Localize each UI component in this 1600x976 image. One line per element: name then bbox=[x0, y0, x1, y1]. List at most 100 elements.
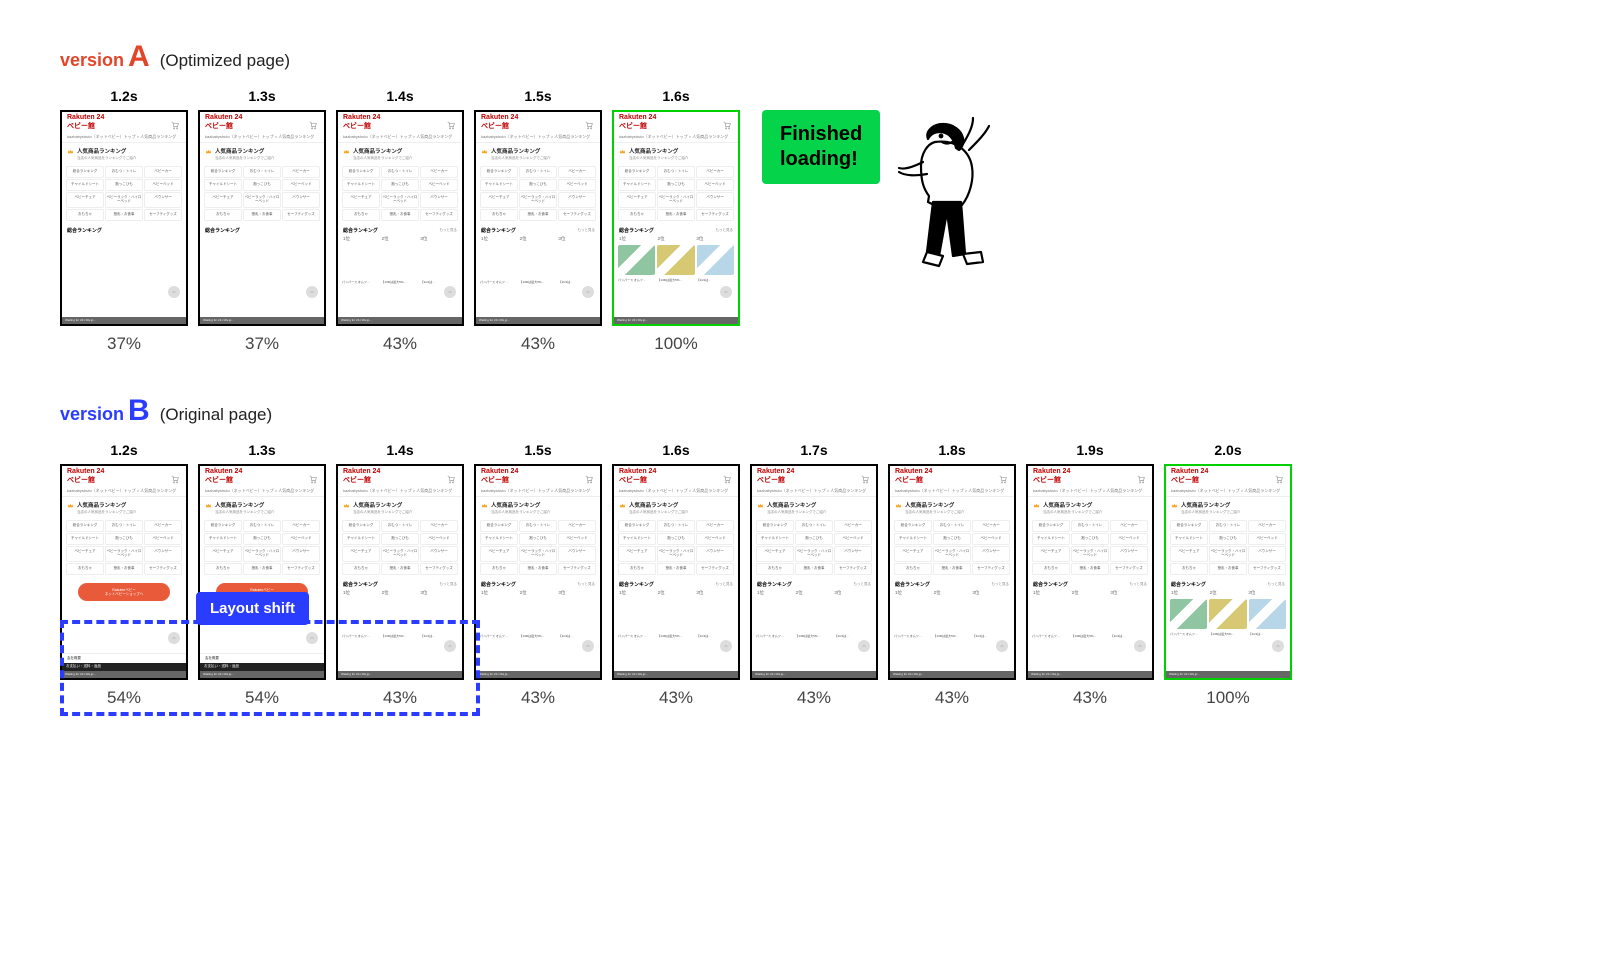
scroll-top-icon bbox=[582, 640, 594, 652]
category-tab: ベビーカー bbox=[282, 166, 320, 178]
scroll-top-icon bbox=[720, 640, 732, 652]
crown-icon bbox=[343, 148, 350, 155]
category-tab: 抱っこひも bbox=[243, 533, 281, 545]
product-captions: パンパース オムツ…【1/30は最大5%…【11/1は… bbox=[1028, 634, 1152, 640]
category-tab: おもちゃ bbox=[66, 209, 104, 221]
filmstrip-frame: 1.6s Rakuten 24 ベビー館 kazbabyshuto（ネットベビー… bbox=[612, 442, 740, 708]
category-tab: バウンサー bbox=[144, 192, 182, 208]
frame-timestamp: 1.7s bbox=[800, 442, 827, 458]
category-tabs: 総合ランキングおむつ・トイレベビーカーチャイルドシート抱っこひもベビーベッドベビ… bbox=[338, 518, 462, 576]
crown-icon bbox=[343, 502, 350, 509]
scroll-top-icon bbox=[720, 286, 732, 298]
category-tab: ベビーカー bbox=[558, 520, 596, 532]
category-tab: おむつ・トイレ bbox=[1071, 520, 1109, 532]
category-tabs: 総合ランキングおむつ・トイレベビーカーチャイルドシート抱っこひもベビーベッドベビ… bbox=[62, 518, 186, 576]
frame-percentage: 100% bbox=[1206, 688, 1249, 708]
ranking-section-title: 総合ランキングもっと見る bbox=[1166, 577, 1290, 590]
ranking-section-title: 総合ランキングもっと見る bbox=[476, 577, 600, 590]
ranking-header: 人気商品ランキング 当店の人気商品をランキングでご紹介 bbox=[614, 143, 738, 164]
category-tab: おもちゃ bbox=[1170, 563, 1208, 575]
crown-icon bbox=[1171, 502, 1178, 509]
category-tabs: 総合ランキングおむつ・トイレベビーカーチャイルドシート抱っこひもベビーベッドベビ… bbox=[1166, 518, 1290, 576]
rank-numbers: 1位2位3位 bbox=[338, 236, 462, 242]
category-tab: チャイルドシート bbox=[66, 179, 104, 191]
loading-bar: Waiting for 24.r10s.jp… bbox=[338, 317, 462, 324]
category-tab: ベビーカー bbox=[696, 166, 734, 178]
category-tab: セーフティグッズ bbox=[972, 563, 1010, 575]
category-tab: バウンサー bbox=[1248, 546, 1286, 562]
rakuten-sublogo: ベビー館 bbox=[205, 475, 319, 485]
category-tab: ベビーチェア bbox=[618, 192, 656, 208]
rank-numbers: 1位2位3位 bbox=[752, 590, 876, 596]
rakuten-sublogo: ベビー館 bbox=[895, 475, 1009, 485]
product-captions: パンパース オムツ…【1/30は最大5%…【11/1は… bbox=[752, 634, 876, 640]
rakuten-sublogo: ベビー館 bbox=[619, 475, 733, 485]
category-tabs: 総合ランキングおむつ・トイレベビーカーチャイルドシート抱っこひもベビーベッドベビ… bbox=[200, 164, 324, 222]
crown-icon bbox=[481, 502, 488, 509]
ranking-header: 人気商品ランキング 当店の人気商品をランキングでご紹介 bbox=[338, 497, 462, 518]
frame-timestamp: 1.4s bbox=[386, 442, 413, 458]
scroll-top-icon bbox=[858, 640, 870, 652]
category-tab: 授乳・お食事 bbox=[105, 209, 143, 221]
frame-percentage: 43% bbox=[383, 334, 417, 354]
category-tab: セーフティグッズ bbox=[1110, 563, 1148, 575]
category-tab: 総合ランキング bbox=[618, 166, 656, 178]
cart-icon bbox=[722, 471, 732, 481]
frame-timestamp: 1.4s bbox=[386, 88, 413, 104]
ranking-section-title: 総合ランキングもっと見る bbox=[614, 577, 738, 590]
category-tab: おもちゃ bbox=[342, 563, 380, 575]
category-tab: ベビーチェア bbox=[618, 546, 656, 562]
loading-bar: Waiting for 24.r10s.jp… bbox=[476, 671, 600, 678]
ranking-section-title: 総合ランキング bbox=[200, 223, 324, 236]
frame-timestamp: 1.6s bbox=[662, 88, 689, 104]
category-tab: 抱っこひも bbox=[657, 533, 695, 545]
scroll-top-icon bbox=[582, 286, 594, 298]
scroll-top-icon bbox=[168, 632, 180, 644]
cart-icon bbox=[584, 471, 594, 481]
category-tab: 総合ランキング bbox=[1170, 520, 1208, 532]
version-b-subtitle: (Original page) bbox=[160, 405, 272, 425]
scroll-top-icon bbox=[444, 286, 456, 298]
category-tab: ベビーラック・ハイローベッド bbox=[519, 192, 557, 208]
category-tab: ベビーラック・ハイローベッド bbox=[795, 546, 833, 562]
breadcrumb: kazbabyshuto（ネットベビー）トップ > 人気商品ランキング bbox=[890, 486, 1014, 497]
shop-link-pill: Rakutenベビーネットベビーショップへ bbox=[78, 583, 170, 601]
category-tab: チャイルドシート bbox=[480, 533, 518, 545]
category-tab: ベビーラック・ハイローベッド bbox=[1071, 546, 1109, 562]
cart-icon bbox=[584, 117, 594, 127]
product-thumb bbox=[697, 245, 734, 275]
ranking-section-title: 総合ランキングもっと見る bbox=[614, 223, 738, 236]
category-tab: セーフティグッズ bbox=[696, 209, 734, 221]
rakuten-sublogo: ベビー館 bbox=[481, 475, 595, 485]
breadcrumb: kazbabyshuto（ネットベビー）トップ > 人気商品ランキング bbox=[62, 132, 186, 143]
category-tab: おむつ・トイレ bbox=[657, 520, 695, 532]
frame-percentage: 54% bbox=[107, 688, 141, 708]
rakuten-sublogo: ベビー館 bbox=[757, 475, 871, 485]
category-tab: おもちゃ bbox=[618, 209, 656, 221]
ranking-header: 人気商品ランキング 当店の人気商品をランキングでご紹介 bbox=[752, 497, 876, 518]
category-tab: 総合ランキング bbox=[342, 520, 380, 532]
category-tab: バウンサー bbox=[696, 192, 734, 208]
category-tab: ベビーカー bbox=[696, 520, 734, 532]
category-tab: 授乳・お食事 bbox=[519, 209, 557, 221]
loading-bar: Waiting for 24.r10s.jp… bbox=[62, 671, 186, 678]
category-tab: ベビーカー bbox=[972, 520, 1010, 532]
breadcrumb: kazbabyshuto（ネットベビー）トップ > 人気商品ランキング bbox=[614, 486, 738, 497]
category-tab: 抱っこひも bbox=[795, 533, 833, 545]
category-tab: セーフティグッズ bbox=[144, 209, 182, 221]
breadcrumb: kazbabyshuto（ネットベビー）トップ > 人気商品ランキング bbox=[1028, 486, 1152, 497]
footer-company: 会社概要 bbox=[200, 653, 324, 663]
category-tab: ベビーチェア bbox=[1032, 546, 1070, 562]
frame-timestamp: 1.5s bbox=[524, 442, 551, 458]
loading-bar: Waiting for 24.r10s.jp… bbox=[614, 317, 738, 324]
cart-icon bbox=[308, 117, 318, 127]
category-tabs: 総合ランキングおむつ・トイレベビーカーチャイルドシート抱っこひもベビーベッドベビ… bbox=[476, 164, 600, 222]
ranking-header: 人気商品ランキング 当店の人気商品をランキングでご紹介 bbox=[200, 497, 324, 518]
cart-icon bbox=[446, 117, 456, 127]
category-tabs: 総合ランキングおむつ・トイレベビーカーチャイルドシート抱っこひもベビーベッドベビ… bbox=[752, 518, 876, 576]
category-tab: 総合ランキング bbox=[894, 520, 932, 532]
crown-icon bbox=[481, 148, 488, 155]
category-tab: おむつ・トイレ bbox=[105, 520, 143, 532]
ranking-section-title: 総合ランキングもっと見る bbox=[338, 223, 462, 236]
frame-percentage: 43% bbox=[383, 688, 417, 708]
